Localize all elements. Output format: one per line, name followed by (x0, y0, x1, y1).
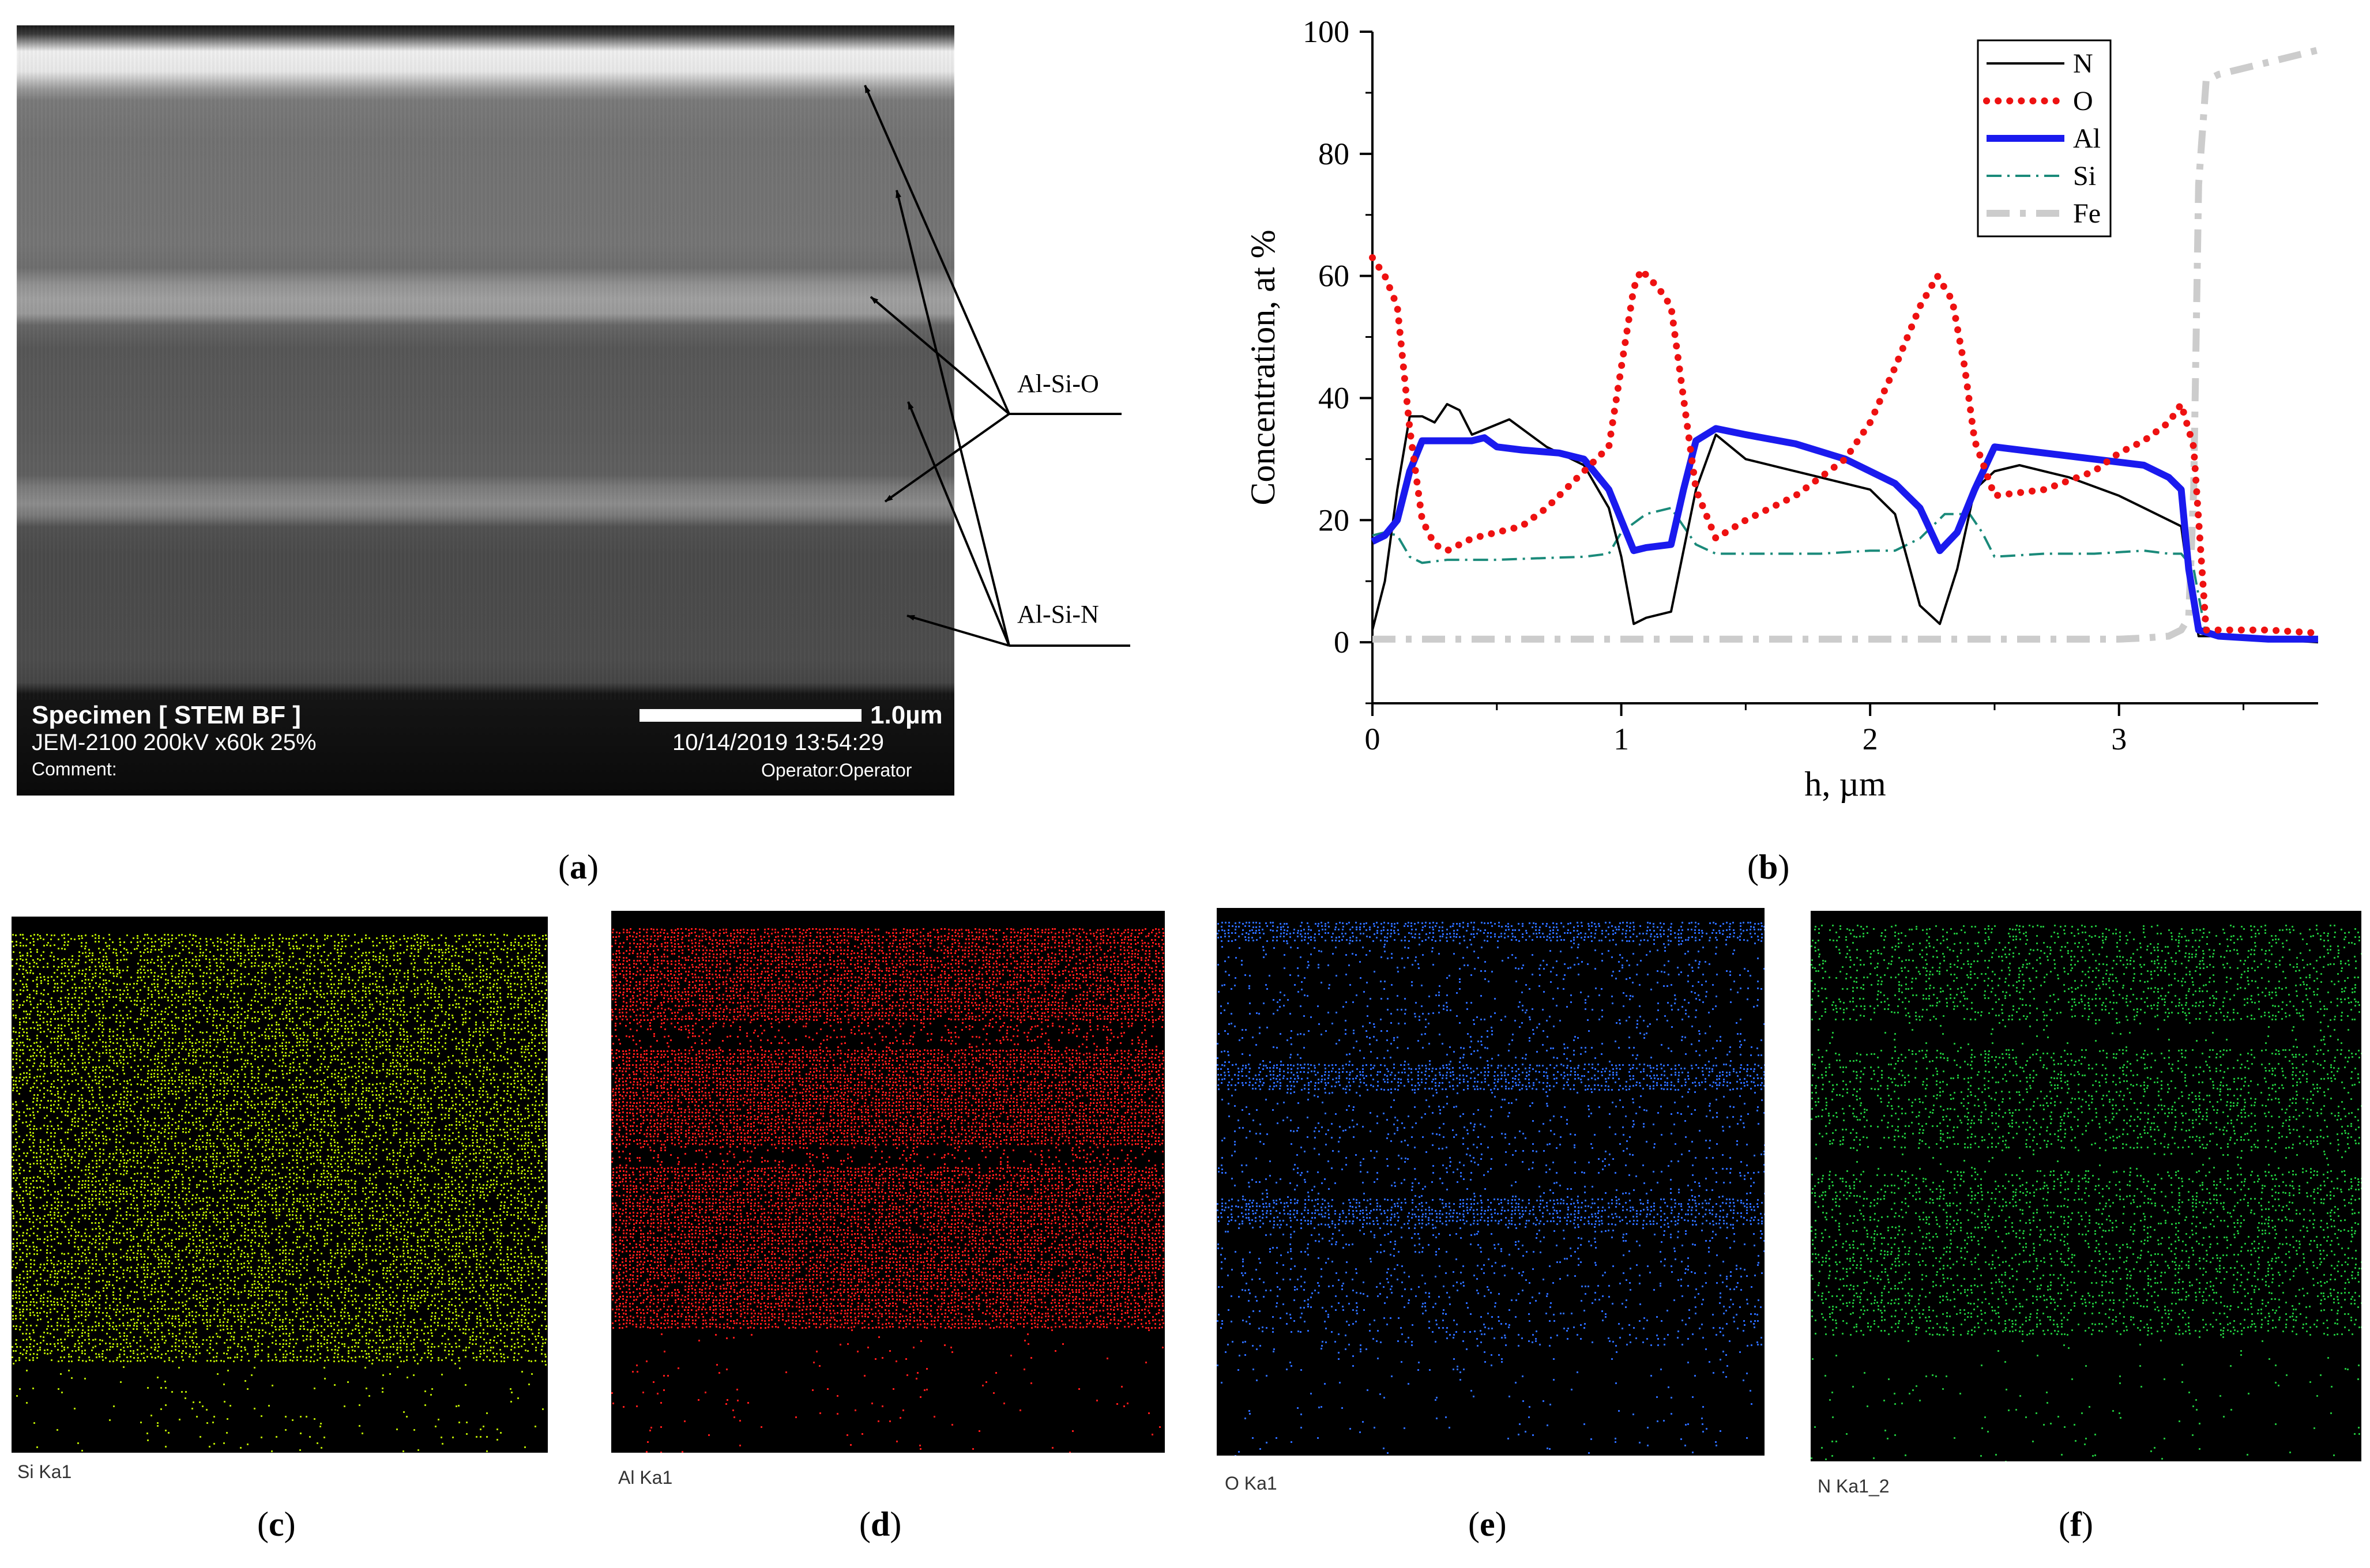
eds-map-o (1217, 908, 1765, 1456)
label-al-si-n: Al-Si-N (1017, 600, 1099, 628)
legend-label-al: Al (2073, 123, 2101, 154)
y-axis-label: Concentration, at % (1244, 229, 1282, 505)
scale-bar (639, 709, 862, 722)
y-tick-label: 100 (1303, 14, 1349, 49)
concentration-chart: 0 20 40 60 80 100 0 1 2 3 h, µm Concentration, at %… (1244, 14, 2322, 803)
stem-specimen-label: Specimen [ STEM BF ] (32, 701, 301, 729)
panel-label-c: (c) (257, 1505, 296, 1543)
stem-datetime-label: 10/14/2019 13:54:29 (672, 730, 885, 755)
label-al-si-o: Al-Si-O (1017, 370, 1099, 398)
eds-map-texture (1217, 922, 1765, 1456)
panel-label-b: (b) (1747, 848, 1790, 886)
legend-label-o: O (2073, 86, 2093, 116)
stem-operator-label: Operator:Operator (761, 760, 912, 781)
series-line-fe (1372, 46, 2319, 643)
x-tick-label: 2 (1863, 722, 1878, 756)
x-tick-label: 1 (1613, 722, 1629, 756)
y-tick-label: 60 (1318, 259, 1349, 293)
map-label-o: O Ka1 (1225, 1473, 1277, 1494)
map-label-si: Si Ka1 (17, 1461, 72, 1482)
eds-map-si (12, 917, 548, 1453)
legend-label-n: N (2073, 48, 2093, 79)
eds-map-texture (611, 928, 1164, 1453)
x-tick-label: 0 (1365, 722, 1380, 756)
map-label-n: N Ka1_2 (1818, 1476, 1890, 1497)
panel-label-e: (e) (1468, 1505, 1507, 1543)
x-axis-label: h, µm (1804, 765, 1886, 803)
stem-comment-label: Comment: (32, 759, 117, 779)
panel-label-f: (f) (2059, 1505, 2093, 1543)
x-tick-label: 3 (2111, 722, 2127, 756)
series-line-si (1372, 507, 2319, 640)
scale-bar-label: 1.0µm (870, 701, 943, 729)
y-tick-label: 80 (1318, 137, 1349, 171)
eds-map-al (611, 911, 1165, 1453)
panel-label-a: (a) (558, 848, 599, 886)
y-tick-label: 40 (1318, 380, 1349, 415)
eds-dots (1217, 922, 1765, 1456)
y-tick-label: 0 (1334, 625, 1349, 659)
eds-dots (12, 934, 547, 1452)
map-label-al: Al Ka1 (618, 1467, 673, 1488)
eds-dots (611, 928, 1164, 1453)
eds-map-n (1811, 911, 2361, 1461)
stem-instrument-label: JEM-2100 200kV x60k 25% (32, 730, 317, 755)
annotation-arrows (864, 85, 1130, 647)
series-line-n (1371, 403, 2319, 644)
panel-label-d: (d) (859, 1505, 902, 1543)
eds-map-texture (12, 934, 547, 1452)
series-line-al (1371, 425, 2318, 643)
eds-dots (1811, 925, 2361, 1461)
eds-map-texture (1811, 925, 2361, 1461)
stem-image: Specimen [ STEM BF ] JEM-2100 200kV x60k… (17, 25, 954, 796)
series-line-o (1369, 254, 2322, 637)
y-tick-label: 20 (1318, 503, 1349, 537)
legend-label-fe: Fe (2073, 198, 2101, 229)
legend-label-si: Si (2073, 161, 2096, 191)
